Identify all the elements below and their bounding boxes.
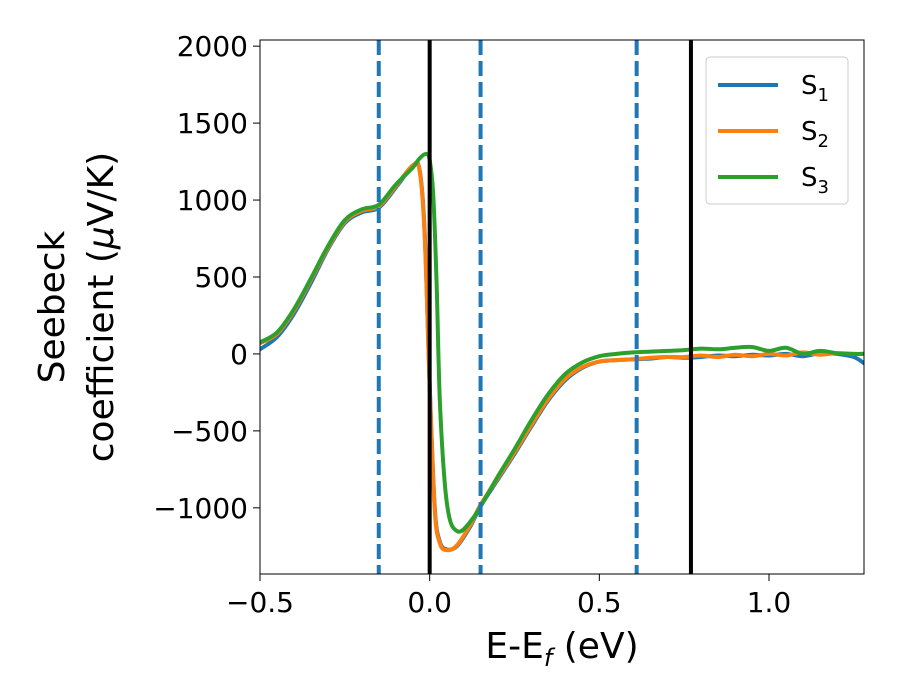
y-axis-title: Seebeck coefficient (μV/K) bbox=[32, 152, 122, 462]
y-tick-label: 500 bbox=[195, 261, 248, 294]
y-axis-title-line1: Seebeck bbox=[32, 230, 73, 383]
legend-item-s1: S1 bbox=[718, 71, 829, 106]
legend-label: S1 bbox=[801, 71, 829, 106]
legend: S1 S2 S3 bbox=[705, 56, 849, 205]
legend-item-s3: S3 bbox=[718, 163, 829, 198]
y-tick-label: −1000 bbox=[153, 492, 248, 525]
series-line-s3 bbox=[260, 151, 864, 534]
legend-item-s2: S2 bbox=[718, 117, 829, 152]
x-tick-label: −0.5 bbox=[226, 586, 294, 619]
tick-layer: −0.5 0.0 0.5 1.0 −1000 −500 0 500 1000 1500 2000 bbox=[153, 30, 791, 619]
plot-frame bbox=[259, 39, 865, 575]
vline-layer bbox=[376, 40, 693, 574]
x-tick-label: 1.0 bbox=[747, 586, 792, 619]
x-tick-label: 0.0 bbox=[407, 586, 452, 619]
x-tick-label: 0.5 bbox=[577, 586, 622, 619]
y-tick-label: 2000 bbox=[177, 30, 248, 63]
y-tick-label: 1000 bbox=[177, 184, 248, 217]
y-tick-label: 1500 bbox=[177, 107, 248, 140]
legend-label: S3 bbox=[801, 163, 829, 198]
y-tick-label: 0 bbox=[230, 338, 248, 371]
y-tick-label: −500 bbox=[171, 415, 248, 448]
series-layer bbox=[260, 151, 864, 553]
x-axis-title: E-Ef (eV) bbox=[485, 626, 638, 672]
y-axis-title-line2: coefficient (μV/K) bbox=[81, 152, 122, 462]
legend-label: S2 bbox=[801, 117, 829, 152]
